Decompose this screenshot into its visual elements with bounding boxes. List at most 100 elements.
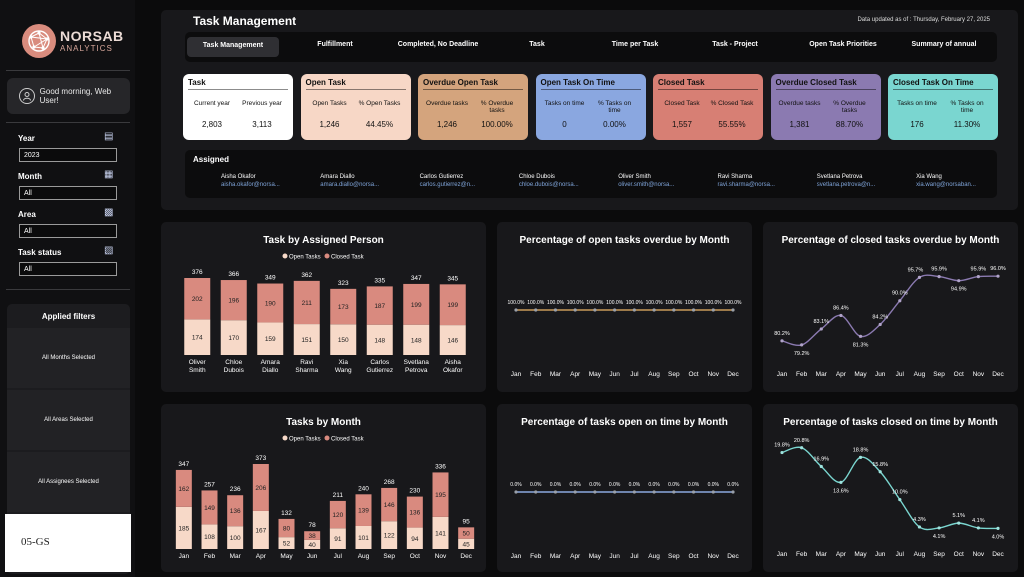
tab-completed-no-deadline[interactable]: Completed, No Deadline — [397, 41, 479, 48]
bar-closed — [366, 286, 393, 325]
month-label: Feb — [796, 371, 808, 378]
category-label: Oct — [410, 553, 420, 560]
bar-closed-label: 162 — [178, 486, 189, 493]
month-label: May — [854, 551, 867, 558]
applied-filter-areas[interactable]: All Areas Selected — [7, 390, 130, 450]
page-title: Task Management — [193, 14, 297, 28]
task-status-dropdown[interactable]: All — [19, 262, 117, 276]
month-label: Feb — [796, 551, 808, 558]
series-point — [731, 490, 735, 494]
assignee-item[interactable]: Xia Wang xia.wang@norsaban... — [916, 174, 976, 188]
kpi-label: % Tasks on time — [950, 100, 984, 115]
month-label: Apr — [836, 371, 847, 378]
assignee-name: Aisha Okafor — [221, 174, 256, 180]
kpi-value: 176 — [910, 120, 924, 129]
assignee-item[interactable]: Svetlana Petrova svetlana.petrova@n... — [817, 174, 875, 188]
assignee-item[interactable]: Carlos Gutierrez carlos.gutierrez@n... — [420, 174, 475, 188]
kpi-value: 1,246 — [319, 120, 340, 129]
kpi-label: % Overdue tasks — [480, 100, 514, 115]
month-label: Aug — [648, 371, 660, 378]
point-label: 0.0% — [530, 482, 542, 488]
category-label: Svetlana — [404, 359, 430, 366]
bar-closed-label: 196 — [228, 298, 239, 305]
tab-task-management[interactable]: Task Management — [187, 37, 279, 57]
series-point — [819, 464, 823, 469]
legend-closed-label: Closed Task — [331, 437, 365, 443]
series-point — [937, 526, 941, 530]
applied-filter-assignees[interactable]: All Assignees Selected — [7, 452, 130, 512]
greeting-text: Good morning, Web User! — [39, 87, 112, 105]
point-label: 15.8% — [872, 462, 888, 468]
tab-time-per-task[interactable]: Time per Task — [611, 41, 659, 48]
series-point — [839, 313, 843, 318]
month-label: Jul — [896, 551, 905, 558]
month-label: Sep — [668, 553, 680, 560]
bar-total-label: 323 — [338, 280, 349, 287]
tab-task[interactable]: Task — [529, 41, 545, 48]
point-label: 100.0% — [547, 300, 565, 306]
month-label: Sep — [668, 371, 680, 378]
assignee-item[interactable]: Oliver Smith oliver.smith@norsa... — [618, 174, 674, 188]
assignee-email: aisha.okafor@norsa... — [221, 182, 280, 188]
bar-open — [304, 539, 321, 549]
kpi-label: Current year — [193, 100, 231, 107]
filter-area-label: Area — [18, 210, 36, 219]
month-label: Jun — [609, 553, 620, 560]
month-label: Apr — [570, 371, 581, 378]
bar-open — [257, 322, 284, 355]
bar-open — [175, 506, 192, 549]
year-dropdown[interactable]: 2023 — [19, 148, 117, 162]
assignee-item[interactable]: Ravi Sharma ravi.sharma@norsa... — [718, 174, 775, 188]
month-label: Dec — [992, 551, 1004, 558]
kpi-value: 88.70% — [835, 120, 864, 129]
chart-open-ontime: 0.0% 0.0% 0.0% 0.0% 0.0% 0.0% 0.0% 0.0% 0.0% 0.0%… — [510, 482, 739, 560]
point-label: 10.0% — [892, 490, 908, 496]
series-point — [573, 490, 577, 494]
kpi-card: Closed Task On Time Tasks on time % Tasks … — [888, 74, 998, 140]
month-dropdown[interactable]: All — [19, 186, 117, 200]
point-label: 100.0% — [508, 300, 526, 306]
tab-open-task-priorities[interactable]: Open Task Priorities — [809, 41, 877, 48]
series-point — [957, 521, 961, 525]
bar-open-label: 45 — [463, 541, 471, 548]
assignee-item[interactable]: Aisha Okafor aisha.okafor@norsa... — [221, 174, 280, 188]
series-point — [898, 498, 902, 502]
chart-open-overdue: 100.0% 100.0% 100.0% 100.0% 100.0% 100.0% 100.… — [508, 300, 743, 378]
bar-total-label: 366 — [228, 271, 239, 278]
month-label: Jul — [630, 553, 639, 560]
category-label: Nov — [435, 553, 447, 560]
point-label: 18.8% — [853, 447, 869, 453]
bar-open — [458, 538, 475, 549]
area-dropdown[interactable]: All — [19, 224, 117, 238]
series-point — [878, 322, 882, 327]
series-point — [593, 308, 597, 312]
assignee-item[interactable]: Chloe Dubois chloe.dubois@norsa... — [519, 174, 579, 188]
kpi-value: 0 — [562, 120, 567, 129]
series-point — [898, 299, 902, 303]
kpi-value: 1,381 — [789, 120, 810, 129]
month-label: Jan — [777, 371, 788, 378]
tab-task-project[interactable]: Task - Project — [712, 41, 758, 48]
series-point — [996, 274, 1000, 278]
kpi-value: 3,113 — [252, 120, 272, 129]
bar-closed-label: 199 — [447, 302, 458, 309]
category-label: Jul — [334, 553, 343, 560]
applied-filter-months[interactable]: All Months Selected — [7, 328, 130, 388]
assignee-item[interactable]: Amara Diallo amara.diallo@norsa... — [320, 174, 379, 188]
month-label: Dec — [727, 371, 739, 378]
bar-open-label: 148 — [411, 337, 422, 344]
point-label: 0.0% — [708, 482, 720, 488]
month-label: Jan — [777, 551, 788, 558]
category-label: Okafor — [443, 367, 463, 374]
bar-open-label: 52 — [283, 541, 291, 548]
bar-open-label: 170 — [228, 335, 239, 342]
chart-by-month-title: Tasks by Month — [286, 417, 361, 428]
chart-open-ontime-title: Percentage of tasks open on time by Mont… — [521, 417, 728, 428]
bar-closed — [293, 280, 320, 325]
category-label: May — [280, 553, 293, 560]
tab-summary-annual[interactable]: Summary of annual — [911, 41, 977, 48]
tab-fulfillment[interactable]: Fulfillment — [317, 41, 353, 48]
bar-total-label: 230 — [409, 488, 420, 495]
bar-total-label: 362 — [301, 272, 312, 279]
kpi-card-divider — [775, 89, 876, 90]
